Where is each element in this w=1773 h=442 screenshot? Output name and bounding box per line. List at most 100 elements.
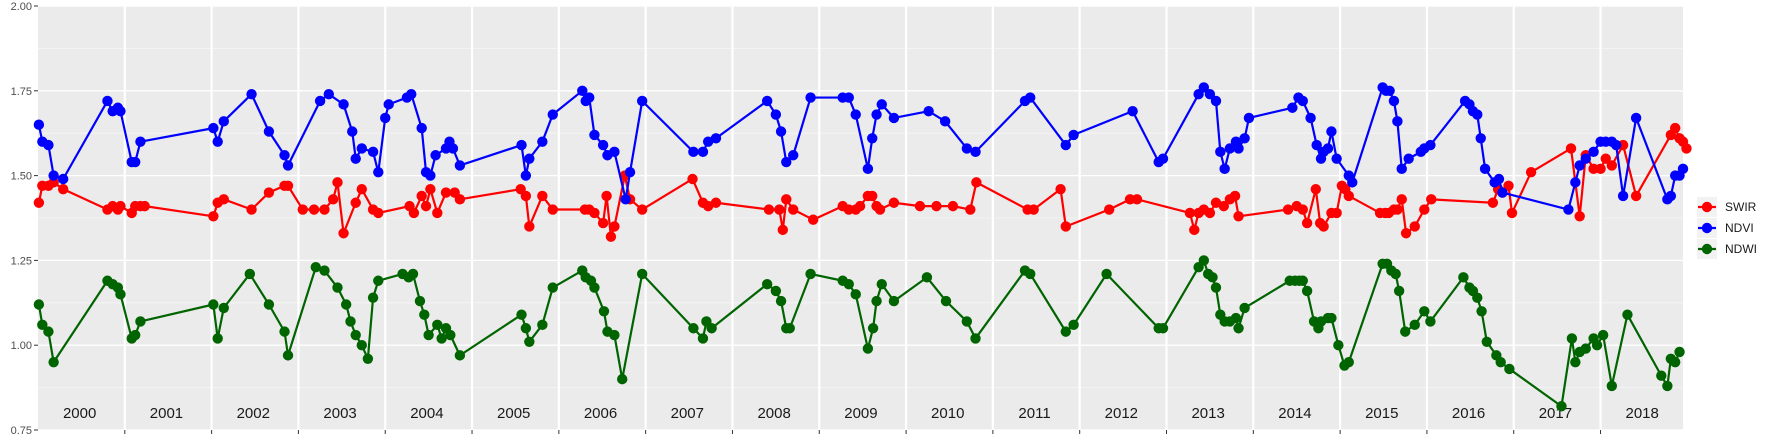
data-point-swir — [888, 197, 900, 208]
data-point-swir — [1574, 211, 1585, 222]
data-point-ndvi — [1580, 153, 1591, 164]
data-point-ndvi — [589, 129, 600, 141]
data-point-swir — [687, 173, 698, 185]
data-point-swir — [373, 207, 384, 219]
data-point-ndvi — [620, 194, 631, 205]
legend-label-ndvi: NDVI — [1725, 221, 1754, 235]
year-label: 2018 — [1626, 405, 1659, 422]
data-point-ndwi — [135, 316, 146, 327]
data-point-ndvi — [218, 116, 229, 127]
data-point-ndvi — [702, 136, 714, 147]
data-point-swir — [589, 207, 600, 219]
data-point-swir — [332, 177, 343, 188]
year-label: 2013 — [1191, 405, 1224, 422]
year-label: 2016 — [1452, 405, 1485, 422]
data-point-ndvi — [1497, 187, 1508, 198]
legend-key-point — [1701, 243, 1713, 255]
data-point-ndwi — [1570, 356, 1581, 368]
data-point-ndvi — [524, 153, 535, 164]
data-point-ndwi — [1566, 333, 1578, 344]
data-point-swir — [914, 200, 926, 212]
data-point-ndvi — [57, 173, 69, 185]
data-point-ndwi — [1662, 380, 1673, 392]
data-point-ndvi — [1570, 177, 1581, 188]
data-point-ndvi — [1322, 143, 1334, 154]
data-point-ndwi — [319, 265, 330, 276]
data-point-ndwi — [218, 302, 229, 314]
data-point-ndwi — [212, 333, 223, 344]
data-point-swir — [1595, 163, 1606, 175]
data-point-swir — [710, 197, 722, 208]
data-point-swir — [319, 204, 330, 215]
data-point-swir — [520, 190, 532, 202]
data-point-ndwi — [876, 278, 887, 290]
data-point-ndvi — [867, 133, 878, 144]
data-point-ndvi — [102, 95, 113, 107]
data-point-ndvi — [1127, 105, 1138, 117]
data-point-swir — [931, 200, 942, 212]
data-point-ndwi — [1622, 309, 1633, 320]
data-point-swir — [702, 200, 714, 212]
data-point-ndvi — [1243, 112, 1255, 124]
data-point-ndwi — [310, 261, 321, 273]
data-point-ndwi — [436, 333, 447, 344]
data-point-swir — [425, 183, 436, 195]
data-point-ndwi — [1606, 380, 1618, 392]
data-point-ndvi — [624, 167, 636, 178]
data-point-ndwi — [37, 319, 48, 331]
data-point-swir — [1565, 143, 1577, 154]
year-label: 2002 — [237, 405, 270, 422]
data-point-swir — [1301, 217, 1313, 229]
data-point-ndwi — [940, 295, 952, 307]
data-point-ndvi — [697, 146, 709, 158]
data-point-ndvi — [516, 139, 527, 151]
data-point-ndwi — [775, 295, 787, 307]
data-point-ndwi — [43, 326, 54, 337]
data-point-ndwi — [1481, 336, 1493, 348]
data-point-ndwi — [208, 299, 219, 310]
data-point-ndvi — [597, 139, 609, 151]
data-point-ndwi — [867, 323, 879, 334]
data-point-ndvi — [770, 109, 782, 120]
data-point-ndvi — [1287, 102, 1298, 113]
data-point-ndvi — [970, 146, 981, 158]
data-point-swir — [1525, 167, 1537, 178]
data-point-swir — [781, 194, 792, 205]
data-point-swir — [1184, 207, 1196, 219]
data-point-swir — [33, 197, 45, 208]
data-point-ndwi — [1425, 316, 1436, 327]
data-point-swir — [1229, 190, 1241, 202]
data-point-swir — [1396, 194, 1407, 205]
year-label: 2003 — [323, 405, 356, 422]
data-point-ndwi — [537, 319, 548, 331]
data-point-ndwi — [263, 299, 275, 310]
data-point-ndwi — [1390, 268, 1401, 280]
data-point-ndvi — [1204, 88, 1216, 100]
data-point-ndwi — [367, 292, 379, 303]
data-point-ndvi — [1025, 92, 1036, 103]
data-point-ndwi — [871, 295, 882, 307]
data-point-ndwi — [1343, 356, 1354, 368]
data-point-swir — [440, 187, 452, 198]
data-point-ndwi — [345, 316, 356, 327]
y-tick-label: 2.00 — [11, 1, 32, 13]
data-point-ndvi — [1388, 95, 1400, 107]
data-point-swir — [57, 183, 69, 195]
data-point-ndvi — [577, 85, 588, 97]
data-point-ndwi — [423, 329, 434, 341]
data-point-ndvi — [282, 160, 294, 171]
data-point-swir — [1060, 221, 1072, 232]
data-point-ndvi — [246, 88, 257, 100]
legend-label-swir: SWIR — [1725, 200, 1757, 214]
data-point-ndwi — [761, 278, 773, 290]
data-point-ndwi — [850, 289, 861, 300]
data-point-ndwi — [547, 282, 558, 293]
data-point-swir — [1343, 190, 1354, 202]
data-point-ndvi — [33, 119, 45, 130]
data-point-swir — [308, 204, 320, 215]
data-point-ndvi — [1215, 146, 1226, 158]
data-point-swir — [965, 204, 976, 215]
data-point-ndvi — [876, 99, 887, 110]
data-point-ndvi — [406, 88, 417, 100]
data-point-ndvi — [547, 109, 558, 120]
